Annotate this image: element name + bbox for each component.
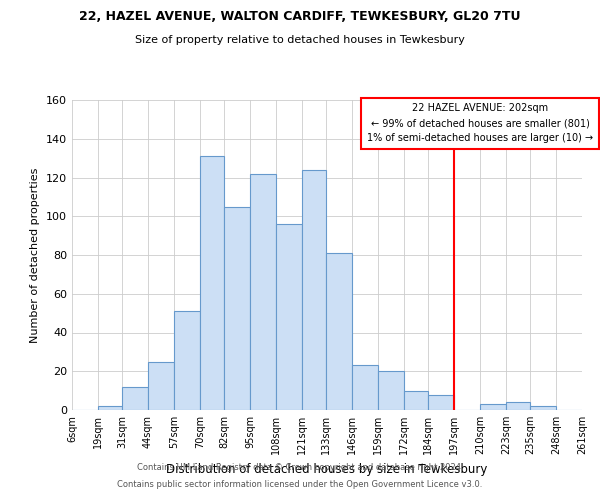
Bar [122, 387, 148, 410]
Bar [148, 362, 174, 410]
Text: Contains HM Land Registry data © Crown copyright and database right 2024.: Contains HM Land Registry data © Crown c… [137, 464, 463, 472]
Bar [352, 366, 378, 410]
Bar [224, 206, 250, 410]
X-axis label: Distribution of detached houses by size in Tewkesbury: Distribution of detached houses by size … [166, 462, 488, 475]
Text: 22 HAZEL AVENUE: 202sqm
← 99% of detached houses are smaller (801)
1% of semi-de: 22 HAZEL AVENUE: 202sqm ← 99% of detache… [367, 104, 593, 143]
Bar [326, 253, 352, 410]
Text: Contains public sector information licensed under the Open Government Licence v3: Contains public sector information licen… [118, 480, 482, 489]
Text: Size of property relative to detached houses in Tewkesbury: Size of property relative to detached ho… [135, 35, 465, 45]
Bar [378, 371, 404, 410]
Bar [276, 224, 302, 410]
Bar [404, 390, 428, 410]
Bar [428, 394, 454, 410]
Bar [98, 406, 122, 410]
Y-axis label: Number of detached properties: Number of detached properties [31, 168, 40, 342]
Bar [506, 402, 530, 410]
Bar [250, 174, 276, 410]
Bar [174, 311, 200, 410]
Bar [200, 156, 224, 410]
Bar [302, 170, 326, 410]
Bar [530, 406, 556, 410]
Bar [480, 404, 506, 410]
Text: 22, HAZEL AVENUE, WALTON CARDIFF, TEWKESBURY, GL20 7TU: 22, HAZEL AVENUE, WALTON CARDIFF, TEWKES… [79, 10, 521, 23]
